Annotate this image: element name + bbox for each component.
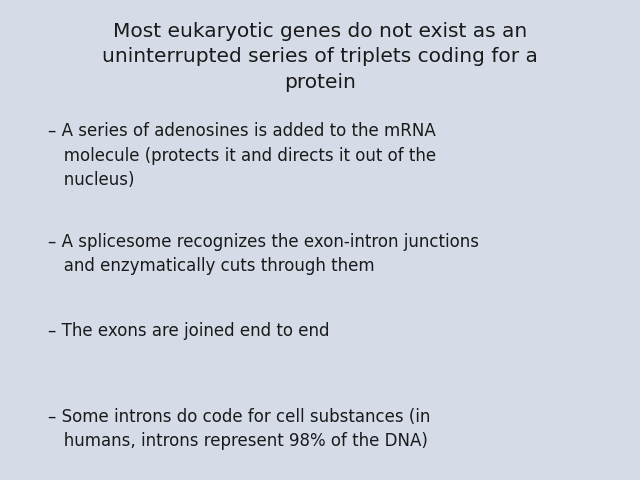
Text: – The exons are joined end to end: – The exons are joined end to end — [48, 322, 330, 340]
Text: – A splicesome recognizes the exon-intron junctions: – A splicesome recognizes the exon-intro… — [48, 233, 479, 251]
Text: nucleus): nucleus) — [48, 171, 134, 189]
Text: – Some introns do code for cell substances (in: – Some introns do code for cell substanc… — [48, 408, 430, 426]
Text: and enzymatically cuts through them: and enzymatically cuts through them — [48, 257, 374, 275]
Text: – A series of adenosines is added to the mRNA: – A series of adenosines is added to the… — [48, 122, 436, 140]
Text: molecule (protects it and directs it out of the: molecule (protects it and directs it out… — [48, 146, 436, 165]
Text: humans, introns represent 98% of the DNA): humans, introns represent 98% of the DNA… — [48, 432, 428, 450]
Text: Most eukaryotic genes do not exist as an
uninterrupted series of triplets coding: Most eukaryotic genes do not exist as an… — [102, 22, 538, 92]
